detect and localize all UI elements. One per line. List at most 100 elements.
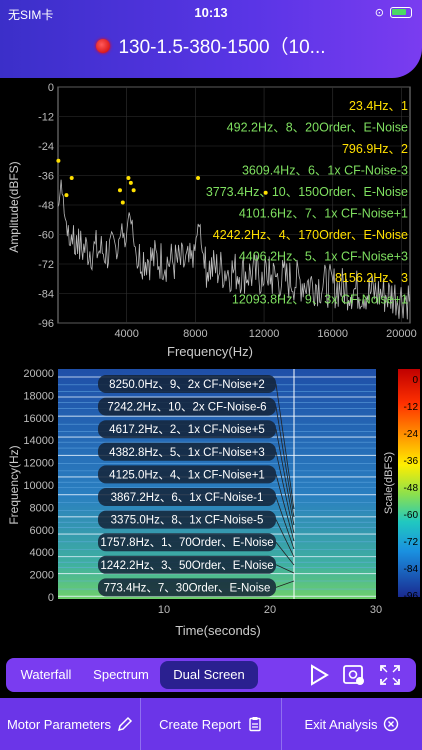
spectrum-y-tick: -96 bbox=[38, 318, 54, 330]
waterfall-y-tick: 14000 bbox=[23, 435, 54, 447]
exit-analysis-label: Exit Analysis bbox=[304, 716, 378, 732]
peak-marker[interactable] bbox=[131, 188, 136, 193]
color-scale-tick: 0 bbox=[412, 375, 418, 386]
waterfall-peak-label[interactable]: 7242.2Hz、10、2x CF-Noise-6 bbox=[98, 397, 295, 518]
waterfall-y-tick: 10000 bbox=[23, 480, 54, 492]
svg-text:1757.8Hz、1、70Order、E-Noise: 1757.8Hz、1、70Order、E-Noise bbox=[100, 537, 273, 549]
waterfall-y-tick: 8000 bbox=[30, 502, 54, 514]
spectrum-x-tick: 16000 bbox=[317, 328, 348, 340]
color-scale-tick: -96 bbox=[404, 591, 419, 602]
status-bar: 无SIM卡 10:13 ⊙ bbox=[0, 4, 422, 22]
spectrum-y-axis-label: Amplitude(dBFS) bbox=[7, 161, 21, 252]
waterfall-x-tick: 30 bbox=[370, 604, 382, 616]
peak-marker[interactable] bbox=[126, 175, 131, 180]
svg-text:4125.0Hz、4、1x CF-Noise+1: 4125.0Hz、4、1x CF-Noise+1 bbox=[109, 469, 265, 481]
waterfall-peak-label[interactable]: 1757.8Hz、1、70Order、E-Noise bbox=[98, 533, 295, 566]
svg-text:4382.8Hz、5、1x CF-Noise+3: 4382.8Hz、5、1x CF-Noise+3 bbox=[109, 447, 265, 459]
waterfall-x-tick: 10 bbox=[158, 604, 170, 616]
spectrum-chart: 0 -12 -24 -36 -48 -60 -72 -84 -96 4000 8000 12000 1… bbox=[7, 82, 417, 359]
page-title: 130-1.5-380-1500（10... bbox=[118, 37, 326, 58]
waterfall-x-tick: 20 bbox=[264, 604, 276, 616]
spectrum-x-tick: 12000 bbox=[249, 328, 280, 340]
tab-waterfall[interactable]: Waterfall bbox=[20, 667, 72, 682]
peak-annotation: 12093.8Hz、9、3x CF-Noise+1 bbox=[232, 293, 408, 307]
spectrum-x-tick: 4000 bbox=[114, 328, 138, 340]
color-scale-tick: -12 bbox=[404, 402, 419, 413]
spectrum-y-tick: -24 bbox=[38, 141, 54, 153]
waterfall-y-tick: 4000 bbox=[30, 547, 54, 559]
svg-text:3375.0Hz、8、1x CF-Noise-5: 3375.0Hz、8、1x CF-Noise-5 bbox=[111, 515, 264, 527]
spectrum-y-tick: -72 bbox=[38, 259, 54, 271]
carrier-label: 无SIM卡 bbox=[8, 8, 54, 22]
color-scale-tick: -48 bbox=[404, 483, 419, 494]
motor-parameters-label: Motor Parameters bbox=[6, 716, 112, 732]
bottom-action-bar: Motor Parameters Create Report Exit Anal… bbox=[0, 698, 422, 750]
record-indicator-icon bbox=[96, 38, 111, 53]
waterfall-chart: 2000018000160001400012000100008000600040… bbox=[7, 368, 420, 638]
peak-marker[interactable] bbox=[196, 175, 201, 180]
exit-analysis-button[interactable]: Exit Analysis bbox=[282, 698, 422, 750]
create-report-button[interactable]: Create Report bbox=[141, 698, 282, 750]
peak-marker[interactable] bbox=[117, 188, 122, 193]
view-mode-tabbar: Waterfall Spectrum Dual Screen bbox=[6, 658, 416, 692]
peak-marker[interactable] bbox=[128, 180, 133, 185]
spectrum-y-tick: -12 bbox=[38, 112, 54, 124]
close-circle-icon bbox=[384, 716, 399, 732]
create-report-label: Create Report bbox=[159, 716, 241, 732]
waterfall-peak-label[interactable]: 4617.2Hz、2、1x CF-Noise+5 bbox=[98, 420, 295, 526]
peak-marker[interactable] bbox=[64, 193, 69, 198]
spectrum-x-tick: 8000 bbox=[183, 328, 207, 340]
battery-icon bbox=[390, 7, 412, 18]
clock: 10:13 bbox=[194, 5, 228, 20]
color-scale-bar bbox=[398, 369, 420, 597]
motor-parameters-button[interactable]: Motor Parameters bbox=[0, 698, 141, 750]
spectrum-y-tick: -36 bbox=[38, 171, 54, 183]
spectrum-x-tick: 20000 bbox=[386, 328, 417, 340]
play-icon[interactable] bbox=[306, 663, 330, 687]
status-icons: ⊙ bbox=[375, 6, 412, 19]
waterfall-peak-label[interactable]: 8250.0Hz、9、2x CF-Noise+2 bbox=[98, 375, 295, 510]
tab-dual-screen[interactable]: Dual Screen bbox=[160, 661, 258, 689]
waterfall-peak-label[interactable]: 1242.2Hz、3、50Order、E-Noise bbox=[98, 555, 295, 574]
title-row: 130-1.5-380-1500（10... bbox=[0, 32, 422, 59]
waterfall-y-tick: 2000 bbox=[30, 570, 54, 582]
color-scale-tick: -72 bbox=[404, 537, 419, 548]
waterfall-peak-label[interactable]: 3375.0Hz、8、1x CF-Noise-5 bbox=[98, 510, 295, 558]
waterfall-peak-label[interactable]: 3867.2Hz、6、1x CF-Noise-1 bbox=[98, 488, 295, 550]
waterfall-y-tick: 18000 bbox=[23, 390, 54, 402]
peak-marker[interactable] bbox=[120, 200, 125, 205]
svg-text:8250.0Hz、9、2x CF-Noise+2: 8250.0Hz、9、2x CF-Noise+2 bbox=[109, 379, 265, 391]
spectrum-y-tick: -48 bbox=[38, 200, 54, 212]
waterfall-peak-label[interactable]: 4382.8Hz、5、1x CF-Noise+3 bbox=[98, 442, 295, 534]
peak-marker[interactable] bbox=[263, 190, 268, 195]
fullscreen-icon[interactable] bbox=[378, 663, 402, 687]
peak-annotation: 8156.2Hz、3 bbox=[335, 271, 408, 285]
header: 无SIM卡 10:13 ⊙ 130-1.5-380-1500（10... bbox=[0, 0, 422, 78]
svg-text:3867.2Hz、6、1x CF-Noise-1: 3867.2Hz、6、1x CF-Noise-1 bbox=[111, 492, 264, 504]
svg-text:1242.2Hz、3、50Order、E-Noise: 1242.2Hz、3、50Order、E-Noise bbox=[100, 560, 273, 572]
lock-rotation-icon: ⊙ bbox=[374, 7, 384, 19]
color-scale-tick: -84 bbox=[404, 564, 419, 575]
spectrum-y-tick: 0 bbox=[48, 82, 54, 94]
peak-annotation: 3609.4Hz、6、1x CF-Noise-3 bbox=[242, 164, 408, 178]
svg-text:7242.2Hz、10、2x CF-Noise-6: 7242.2Hz、10、2x CF-Noise-6 bbox=[107, 402, 266, 414]
color-scale-label: Scale(dBFS) bbox=[383, 452, 395, 514]
color-scale-tick: -36 bbox=[404, 456, 419, 467]
spectrum-y-tick: -60 bbox=[38, 230, 54, 242]
waterfall-y-tick: 6000 bbox=[30, 525, 54, 537]
waterfall-peak-label[interactable]: 4125.0Hz、4、1x CF-Noise+1 bbox=[98, 465, 295, 542]
color-scale-tick: -24 bbox=[404, 429, 419, 440]
peak-annotation: 4406.2Hz、5、1x CF-Noise+3 bbox=[239, 250, 408, 264]
clipboard-icon bbox=[249, 717, 261, 732]
waterfall-peak-label[interactable]: 773.4Hz、7、30Order、E-Noise bbox=[98, 578, 295, 597]
svg-text:4617.2Hz、2、1x CF-Noise+5: 4617.2Hz、2、1x CF-Noise+5 bbox=[109, 424, 265, 436]
svg-text:773.4Hz、7、30Order、E-Noise: 773.4Hz、7、30Order、E-Noise bbox=[104, 582, 271, 594]
screenshot-icon[interactable] bbox=[342, 663, 366, 687]
spectrum-x-axis-label: Frequency(Hz) bbox=[167, 344, 253, 359]
peak-marker[interactable] bbox=[69, 175, 74, 180]
tab-spectrum[interactable]: Spectrum bbox=[93, 667, 149, 682]
color-scale-tick: -60 bbox=[404, 510, 419, 521]
waterfall-y-tick: 20000 bbox=[23, 368, 54, 380]
waterfall-y-tick: 12000 bbox=[23, 458, 54, 470]
peak-marker[interactable] bbox=[56, 158, 61, 163]
